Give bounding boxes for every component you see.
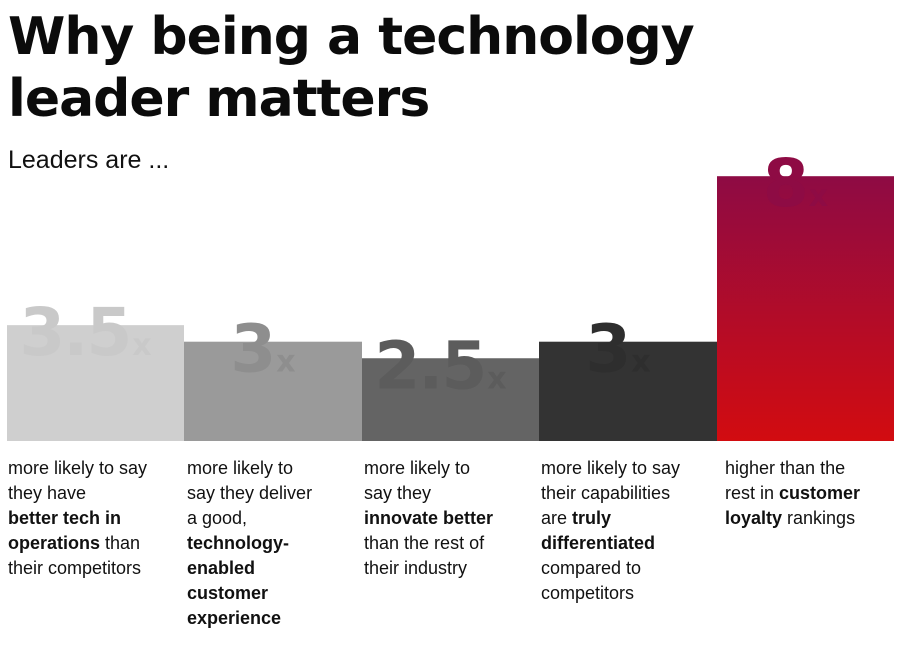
description-line: a good, (187, 508, 248, 528)
value-label-suffix: x (487, 361, 506, 396)
bar-4 (539, 341, 717, 441)
value-label-2: 3x (230, 311, 295, 388)
description-line: are truly (541, 508, 612, 528)
description-line: their capabilities (541, 483, 671, 503)
value-label-3: 2.5x (374, 327, 506, 404)
description-line: better tech in (8, 508, 122, 528)
bar-description-2: more likely to say they deliver a good, tec… (187, 456, 312, 631)
description-line: than the rest of (364, 533, 485, 553)
bar-5 (717, 176, 894, 441)
description-line: differentiated (541, 533, 656, 553)
value-label-1: 3.5x (19, 294, 151, 371)
bar-1 (7, 325, 184, 441)
value-label-suffix: x (809, 179, 828, 214)
value-label-suffix: x (276, 345, 295, 380)
value-label-suffix: x (631, 345, 650, 380)
description-line: they have (8, 483, 87, 503)
description-line: enabled (187, 558, 256, 578)
value-label-suffix: x (132, 328, 151, 363)
description-line: say they (364, 483, 432, 503)
description-line: compared to (541, 558, 642, 578)
description-line: more likely to (364, 458, 471, 478)
description-line: rest in customer (725, 483, 861, 503)
bar-3 (362, 358, 539, 441)
chart-title: Why being a technology leader matters (8, 6, 695, 130)
description-line: technology- (187, 533, 289, 553)
value-label-number: 8 (763, 145, 807, 222)
description-line: their competitors (8, 558, 142, 578)
description-line: customer (187, 583, 269, 603)
description-line: their industry (364, 558, 468, 578)
chart-subtitle: Leaders are ... (8, 146, 170, 174)
bar-description-4: more likely to say their capabilities are … (541, 456, 680, 606)
description-line: more likely to say (541, 458, 681, 478)
bar-2 (184, 341, 362, 441)
bar-description-1: more likely to say they have better tech i… (8, 456, 147, 581)
description-line: more likely to say (8, 458, 148, 478)
description-line: innovate better (364, 508, 494, 528)
bar-description-3: more likely to say they innovate better tha… (364, 456, 493, 581)
description-line: more likely to (187, 458, 294, 478)
description-line: loyalty rankings (725, 508, 856, 528)
value-label-number: 3.5 (19, 294, 130, 371)
value-label-number: 3 (585, 311, 629, 388)
title-line-2: leader matters (8, 69, 430, 129)
title-line-1: Why being a technology (8, 7, 695, 67)
value-label-number: 2.5 (374, 327, 485, 404)
description-line: operations than (8, 533, 141, 553)
description-line: competitors (541, 583, 635, 603)
bar-description-5: higher than the rest in customer loyalty r… (725, 456, 860, 531)
description-line: say they deliver (187, 483, 313, 503)
value-label-4: 3x (585, 311, 650, 388)
description-line: experience (187, 608, 282, 628)
description-line: higher than the (725, 458, 846, 478)
value-label-5: 8x (763, 145, 828, 222)
value-label-number: 3 (230, 311, 274, 388)
